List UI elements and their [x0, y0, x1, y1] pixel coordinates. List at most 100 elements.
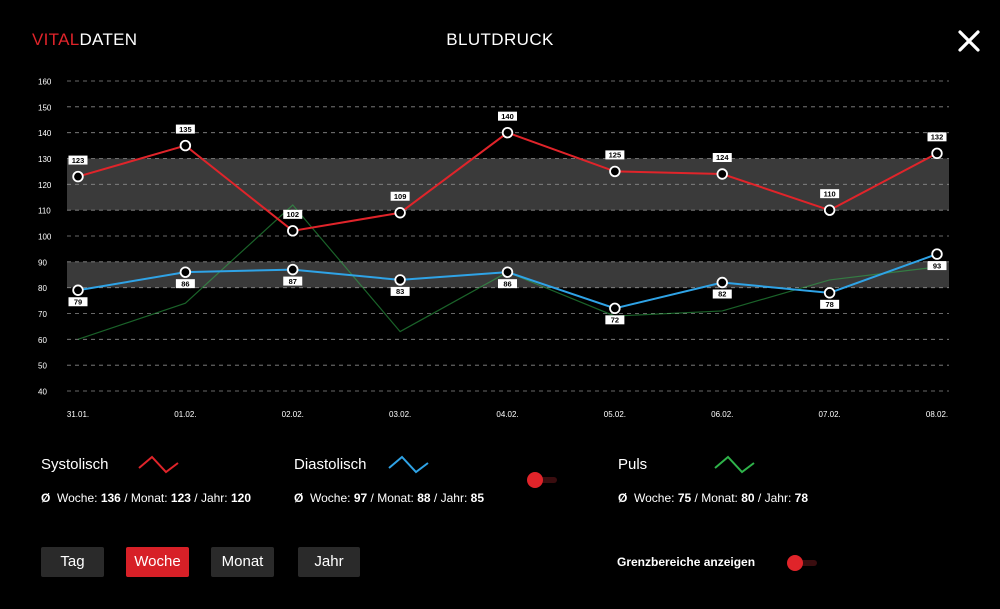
year-value: 120 [230, 491, 252, 505]
avg-symbol: Ø [618, 491, 628, 505]
avg-symbol: Ø [41, 491, 51, 505]
data-label-box-systolic [283, 209, 303, 219]
diastolic-averages: Ø Woche: 97 / Monat: 88 / Jahr: 85 [294, 491, 484, 505]
period-button-woche[interactable]: Woche [126, 547, 189, 577]
period-button-monat[interactable]: Monat [211, 547, 274, 577]
toggle-track [795, 560, 817, 566]
month-label: Monat: [130, 491, 168, 505]
data-label-diastolic: 86 [503, 279, 511, 288]
week-label: Woche: [57, 491, 98, 505]
month-label: Monat: [701, 491, 738, 505]
week-value: 97 [353, 491, 368, 505]
y-tick-label: 110 [38, 207, 51, 216]
data-label-diastolic: 79 [74, 297, 82, 306]
data-label-diastolic: 82 [718, 290, 726, 299]
data-label-box-diastolic [498, 279, 517, 289]
pulse-averages: Ø Woche: 75 / Monat: 80 / Jahr: 78 [618, 491, 808, 505]
x-tick-label: 31.01. [67, 410, 89, 419]
data-point-systolic [394, 207, 406, 219]
legend-systolic-label: Systolisch [41, 456, 109, 473]
limits-toggle[interactable] [787, 555, 817, 571]
week-value: 136 [100, 491, 121, 505]
data-label-systolic: 110 [824, 189, 836, 198]
week-label: Woche: [310, 491, 351, 505]
x-tick-label: 05.02. [604, 410, 626, 419]
limits-toggle-label: Grenzbereiche anzeigen [617, 555, 756, 569]
y-axis-ticks: 40 50 60 70 80 90 100 110 120 130 140 150 160 [38, 78, 52, 397]
data-label-box-diastolic [605, 315, 625, 325]
data-label-box-diastolic [68, 297, 88, 307]
data-label-systolic: 132 [931, 133, 944, 142]
x-tick-label: 02.02. [282, 410, 304, 419]
data-label-box-systolic [68, 155, 88, 165]
data-label-box-systolic [390, 191, 410, 201]
data-label-box-diastolic [283, 276, 303, 286]
systolic-line-icon [138, 455, 179, 474]
data-label-systolic: 140 [501, 112, 514, 121]
month-value: 123 [170, 491, 191, 505]
systolic-averages: Ø Woche: 136 / Monat: 123 / Jahr: 120 [41, 491, 252, 505]
page-title: BLUTDRUCK [446, 30, 554, 49]
data-label-diastolic: 93 [933, 261, 941, 270]
data-point-systolic [716, 168, 728, 180]
data-label-box-systolic [712, 153, 732, 162]
data-label-diastolic: 87 [289, 277, 297, 286]
y-tick-label: 150 [38, 103, 52, 112]
data-point-systolic [287, 225, 299, 237]
logo-part-vital: VITAL [32, 30, 80, 49]
data-label-box-systolic [175, 124, 195, 134]
x-tick-label: 03.02. [389, 410, 411, 419]
week-value: 75 [677, 491, 692, 505]
month-label: Monat: [377, 491, 414, 505]
diastolic-line-icon [388, 455, 429, 474]
year-value: 78 [794, 491, 808, 505]
x-tick-label: 04.02. [496, 410, 518, 419]
week-label: Woche: [634, 491, 675, 505]
data-label-diastolic: 86 [181, 279, 189, 288]
data-label-box-diastolic [712, 289, 732, 299]
data-point-diastolic [716, 276, 728, 289]
series-toggle[interactable] [527, 472, 557, 488]
year-label: Jahr: [764, 491, 792, 505]
x-tick-label: 06.02. [711, 410, 733, 419]
data-label-systolic: 135 [179, 125, 192, 134]
data-label-box-systolic [820, 189, 840, 199]
data-point-diastolic [931, 248, 943, 260]
y-tick-label: 140 [38, 129, 52, 138]
data-point-diastolic [287, 263, 299, 276]
data-point-systolic [931, 147, 943, 160]
data-point-systolic [72, 170, 84, 183]
y-tick-label: 130 [38, 155, 52, 164]
close-icon[interactable] [952, 24, 986, 58]
data-point-diastolic [394, 274, 406, 286]
data-label-box-systolic [605, 150, 625, 160]
period-button-tag[interactable]: Tag [41, 547, 104, 577]
legend-pulse-label: Puls [618, 456, 648, 473]
chart-grid [67, 80, 949, 392]
y-tick-label: 160 [38, 78, 52, 87]
y-tick-label: 50 [38, 362, 47, 371]
y-tick-label: 90 [38, 258, 47, 267]
y-tick-label: 80 [38, 284, 47, 293]
app-logo: VITALDATEN [32, 30, 137, 50]
toggle-knob [787, 555, 803, 571]
avg-symbol: Ø [294, 491, 304, 505]
data-label-diastolic: 78 [825, 300, 833, 309]
data-label-systolic: 124 [716, 153, 729, 162]
x-tick-label: 07.02. [819, 410, 841, 419]
data-point-diastolic [179, 266, 192, 278]
x-tick-label: 08.02. [926, 410, 948, 419]
toggle-track [535, 477, 557, 483]
toggle-knob [527, 472, 543, 488]
period-button-jahr[interactable]: Jahr [298, 547, 360, 577]
logo-part-daten: DATEN [79, 30, 138, 49]
data-point-systolic [501, 126, 514, 139]
data-point-diastolic [72, 284, 84, 296]
data-point-diastolic [609, 302, 621, 315]
x-tick-label: 01.02. [174, 410, 196, 419]
data-label-diastolic: 72 [611, 316, 619, 325]
data-point-systolic [823, 204, 836, 216]
data-point-systolic [609, 165, 621, 178]
data-point-systolic [179, 139, 192, 152]
data-label-systolic: 125 [609, 151, 622, 160]
